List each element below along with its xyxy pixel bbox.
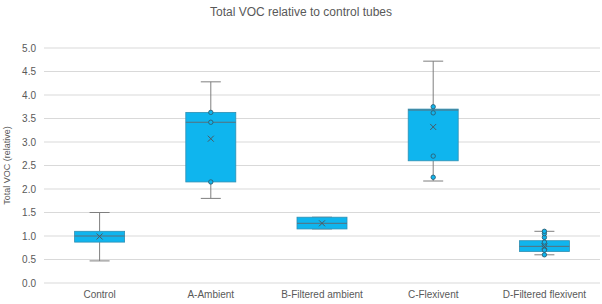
grid-line	[44, 259, 600, 260]
mean	[97, 233, 103, 239]
point	[431, 175, 435, 179]
mean	[208, 136, 214, 142]
grid-line	[44, 236, 600, 237]
mean-stroke	[208, 136, 214, 142]
mean-stroke	[97, 233, 103, 239]
grid-line	[44, 71, 600, 72]
grid-line	[44, 48, 600, 49]
mean-stroke	[430, 124, 436, 130]
y-tick-label: 1.0	[22, 231, 36, 242]
mean-stroke	[319, 220, 325, 226]
x-tick-label: D-Filtered flexivent	[503, 289, 587, 300]
grid-line	[44, 165, 600, 166]
min-cap	[423, 181, 443, 182]
y-axis-label: Total VOC (relative)	[2, 126, 12, 205]
mean-stroke	[541, 243, 547, 249]
point	[209, 110, 213, 114]
box	[408, 109, 458, 161]
grid-line	[44, 118, 600, 119]
y-tick-label: 0.0	[22, 278, 36, 289]
y-tick-label: 4.0	[22, 90, 36, 101]
upper-whisker	[99, 213, 100, 232]
y-tick-label: 4.5	[22, 66, 36, 77]
max-cap	[201, 81, 221, 82]
title: Total VOC relative to control tubes	[210, 5, 392, 19]
mean-stroke	[97, 233, 103, 239]
point	[431, 105, 435, 109]
mean-stroke	[319, 220, 325, 226]
mean-stroke	[541, 243, 547, 249]
mean	[430, 124, 436, 130]
box	[186, 112, 236, 182]
max-cap	[423, 61, 443, 62]
point	[542, 240, 546, 244]
upper-whisker	[210, 82, 211, 113]
y-tick-label: 1.5	[22, 207, 36, 218]
grid-line	[44, 212, 600, 213]
grid-line	[44, 95, 600, 96]
point	[209, 180, 213, 184]
x-tick-label: Control	[83, 289, 115, 300]
y-tick-label: 2.0	[22, 184, 36, 195]
point	[209, 120, 213, 124]
mean-stroke	[430, 124, 436, 130]
x-tick-label: B-Filtered ambient	[281, 289, 363, 300]
mean	[319, 220, 325, 226]
max-cap	[90, 212, 110, 213]
grid-line	[44, 283, 600, 284]
x-tick-label: A-Ambient	[187, 289, 234, 300]
x-tick-label: C-Flexivent	[408, 289, 459, 300]
box	[519, 241, 569, 252]
mean-stroke	[208, 136, 214, 142]
lower-whisker	[99, 242, 100, 261]
y-tick-label: 0.5	[22, 254, 36, 265]
y-tick-label: 3.5	[22, 113, 36, 124]
grid-line	[44, 142, 600, 143]
marks	[75, 61, 570, 261]
y-tick-label: 3.0	[22, 137, 36, 148]
min-cap	[201, 198, 221, 199]
point	[431, 111, 435, 115]
box	[75, 231, 125, 242]
min-cap	[90, 260, 110, 261]
grid-line	[44, 189, 600, 190]
y-tick-label: 2.5	[22, 160, 36, 171]
y-tick-label: 5.0	[22, 43, 36, 54]
point	[542, 229, 546, 233]
point	[542, 253, 546, 257]
chart: Total VOC relative to control tubes Total…	[0, 0, 602, 304]
box	[297, 217, 347, 229]
point	[431, 154, 435, 158]
upper-whisker	[433, 61, 434, 109]
mean	[541, 243, 547, 249]
